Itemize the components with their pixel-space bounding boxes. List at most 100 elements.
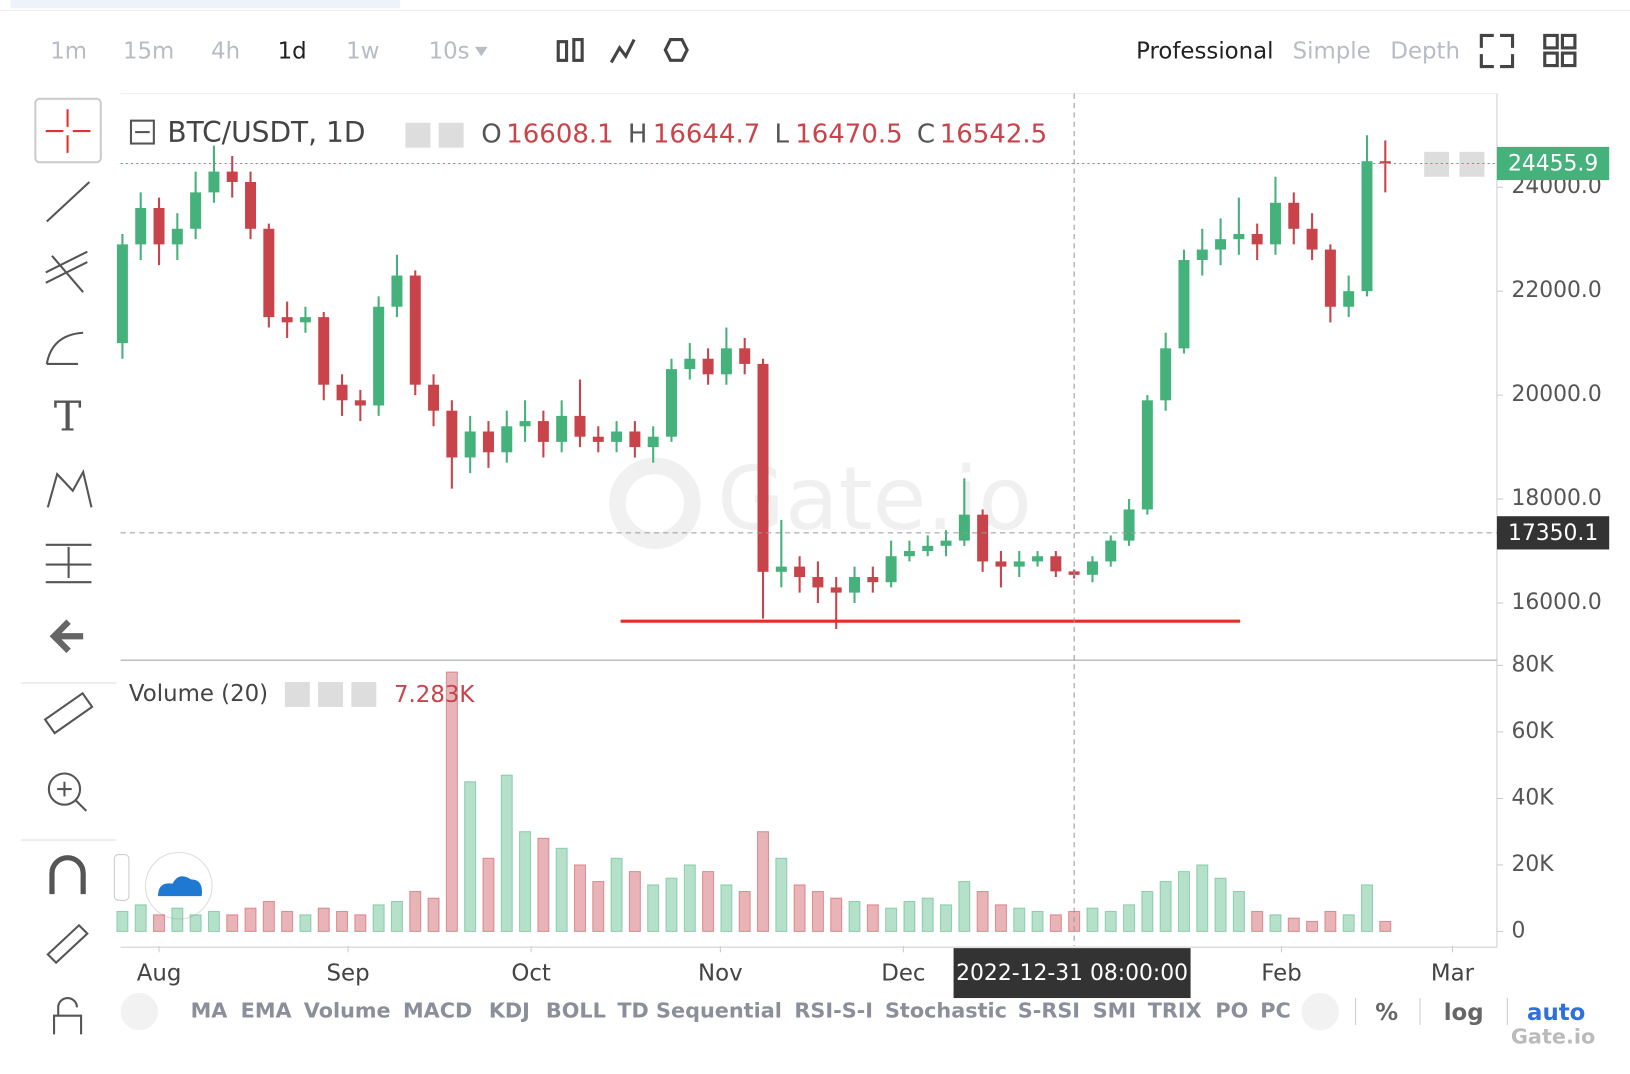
- magnet-tool[interactable]: [49, 855, 86, 895]
- volume-settings[interactable]: [318, 682, 344, 707]
- volume-bar: [830, 897, 843, 932]
- indicator-button[interactable]: Volume: [304, 999, 391, 1023]
- indicator-button[interactable]: PC: [1260, 999, 1290, 1023]
- indicator-button[interactable]: S-RSI: [1018, 999, 1080, 1023]
- crosshair-tool[interactable]: [34, 97, 102, 164]
- ohlc-value: 16470.5: [795, 120, 902, 150]
- fib-tool[interactable]: [45, 250, 88, 293]
- back-tool[interactable]: [49, 619, 84, 654]
- collapse-pane[interactable]: [129, 119, 155, 145]
- order-button[interactable]: [1459, 151, 1485, 177]
- candle-body: [958, 514, 970, 541]
- volume-bar: [1324, 910, 1337, 932]
- indicator-button[interactable]: KDJ: [489, 999, 530, 1023]
- interval-tab[interactable]: 1w: [346, 39, 379, 65]
- indicator-button[interactable]: RSI-S-I: [794, 999, 873, 1023]
- x-tick-label: Oct: [511, 961, 551, 987]
- layout-icon-3: [1543, 51, 1559, 68]
- candle-body: [446, 410, 458, 458]
- last-price-label: 24455.9: [1508, 152, 1598, 177]
- settings-icon[interactable]: [663, 38, 689, 62]
- indicator-button[interactable]: TRIX: [1148, 999, 1202, 1023]
- volume-bar: [189, 914, 202, 932]
- scale-option[interactable]: log: [1444, 1000, 1484, 1026]
- volume-visibility[interactable]: [284, 682, 310, 707]
- scale-option[interactable]: auto: [1527, 1000, 1585, 1026]
- volume-bar: [354, 914, 367, 932]
- volume-bar: [903, 900, 916, 932]
- candle-body: [464, 431, 476, 458]
- indicator-button[interactable]: MA: [191, 999, 228, 1023]
- indicator-button[interactable]: TD Sequential: [617, 999, 782, 1023]
- candle-body: [245, 181, 257, 229]
- measure-tool[interactable]: [45, 543, 92, 584]
- ohlc-legend: O 16608.1 H 16644.7 L 16470.5 C 16542.5: [481, 120, 1047, 150]
- lock-draw-tool[interactable]: [46, 923, 89, 965]
- indicator-button[interactable]: PO: [1215, 999, 1248, 1023]
- volume-title: Volume (20): [129, 681, 268, 707]
- ruler-tool[interactable]: [43, 691, 94, 735]
- text-tool[interactable]: T: [54, 392, 82, 441]
- brush-tool[interactable]: [45, 331, 84, 365]
- symbol-title: BTC/USDT, 1D: [167, 116, 365, 149]
- line-tool[interactable]: [46, 181, 91, 223]
- interval-tab[interactable]: 10s: [429, 39, 470, 65]
- scale-option[interactable]: %: [1375, 1000, 1398, 1026]
- volume-bar: [1342, 914, 1355, 932]
- indicator-button[interactable]: Stochastic: [885, 999, 1007, 1023]
- watermark-logo: [609, 457, 701, 549]
- volume-bar: [738, 891, 751, 932]
- unlock-tool[interactable]: [53, 997, 83, 1035]
- cloud-icon: [158, 876, 202, 897]
- interval-tab[interactable]: 15m: [123, 39, 174, 65]
- candle-body: [849, 577, 861, 593]
- indicator-icon[interactable]: [609, 38, 636, 64]
- dropdown-arrow: [475, 46, 488, 57]
- volume-bar: [409, 891, 422, 932]
- visibility-button[interactable]: [405, 122, 431, 148]
- scroll-left[interactable]: [120, 992, 159, 1031]
- candle-body: [629, 431, 641, 448]
- alert-button[interactable]: [1424, 151, 1450, 177]
- indicator-button[interactable]: SMI: [1093, 999, 1136, 1023]
- candle-body: [666, 369, 677, 437]
- indicator-button[interactable]: MACD: [403, 999, 472, 1023]
- candle-body: [354, 400, 366, 406]
- volume-bar: [848, 900, 861, 932]
- interval-tab[interactable]: 1m: [50, 39, 87, 65]
- x-tick-label: Mar: [1431, 961, 1475, 987]
- y-tick-label: 22000.0: [1511, 278, 1601, 303]
- volume-close[interactable]: [351, 682, 377, 707]
- layout-icon[interactable]: [1543, 33, 1559, 50]
- candle-body: [647, 436, 659, 448]
- candle-body: [226, 171, 238, 182]
- pattern-tool[interactable]: [46, 469, 93, 508]
- crosshair-price: 17350.1: [1508, 521, 1598, 546]
- view-tab[interactable]: Simple: [1293, 39, 1371, 65]
- volume-bar: [317, 907, 330, 932]
- indicator-button[interactable]: BOLL: [546, 999, 606, 1023]
- candle-body: [757, 363, 769, 572]
- candle-icon[interactable]: [556, 40, 569, 62]
- indicator-button[interactable]: EMA: [241, 999, 292, 1023]
- volume-bar: [445, 671, 458, 932]
- volume-bar: [610, 857, 623, 932]
- scroll-right[interactable]: [1301, 992, 1339, 1031]
- ohlc-value: 16542.5: [940, 120, 1047, 150]
- candle-body: [940, 540, 952, 546]
- volume-bar: [1251, 910, 1264, 932]
- volume-bar: [958, 881, 971, 932]
- layout-icon-4: [1560, 51, 1577, 68]
- candle-body: [903, 551, 915, 557]
- ohlc-value: 16644.7: [653, 120, 760, 150]
- view-tab[interactable]: Professional: [1136, 39, 1273, 65]
- settings-button[interactable]: [438, 122, 464, 148]
- interval-tab[interactable]: 1d: [278, 39, 307, 65]
- collapse-toggle[interactable]: [113, 854, 130, 901]
- fullscreen-icon[interactable]: [1479, 33, 1515, 69]
- interval-tab[interactable]: 4h: [211, 39, 240, 65]
- view-tab[interactable]: Depth: [1390, 39, 1460, 65]
- candle-body: [1160, 348, 1172, 401]
- zoom-tool[interactable]: [47, 772, 82, 806]
- ohlc-label: L: [774, 120, 789, 150]
